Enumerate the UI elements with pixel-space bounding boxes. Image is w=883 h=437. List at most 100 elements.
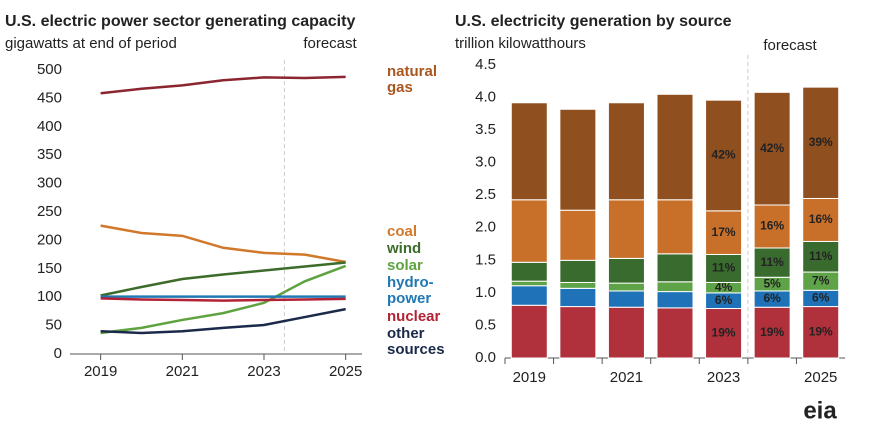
share-label: 19%: [809, 324, 833, 338]
y-tick-label: 500: [37, 61, 62, 78]
y-tick-label: 2.0: [475, 219, 496, 236]
y-tick-label: 3.0: [475, 154, 496, 171]
share-label: 4%: [715, 280, 733, 294]
chart-title: U.S. electricity generation by source: [455, 13, 732, 30]
share-label: 11%: [809, 249, 833, 263]
share-label: 16%: [760, 219, 784, 233]
y-tick-label: 350: [37, 146, 62, 163]
line: [100, 75, 346, 95]
y-tick-label: 4.5: [475, 56, 496, 73]
bar-segment: [802, 240, 840, 273]
bar-segment: [705, 210, 743, 255]
bar-segment: [802, 86, 840, 199]
bar-segment: [656, 281, 694, 293]
y-tick-label: 50: [45, 317, 62, 334]
legend-label: wind: [387, 240, 422, 257]
x-tick-label: 2021: [166, 363, 199, 380]
share-label: 11%: [760, 255, 784, 269]
line: [100, 264, 347, 335]
bar-segment: [705, 99, 743, 212]
bar-segment: [656, 93, 694, 201]
share-label: 42%: [760, 141, 784, 155]
forecast-label: forecast: [763, 37, 817, 54]
bar-segment: [510, 280, 548, 287]
y-tick-label: 1.0: [475, 284, 496, 301]
x-tick-label: 2023: [247, 363, 280, 380]
bar-segment: [607, 306, 645, 359]
bar-segment: [753, 91, 791, 206]
legend-label: other sources: [387, 325, 445, 358]
bar-segment: [607, 199, 645, 259]
x-tick-label: 2019: [84, 363, 117, 380]
bar-segment: [656, 291, 694, 309]
bar-segment: [656, 199, 694, 255]
y-tick-label: 300: [37, 175, 62, 192]
share-label: 39%: [809, 135, 833, 149]
bar-segment: [607, 282, 645, 292]
y-tick-label: 450: [37, 89, 62, 106]
forecast-label: forecast: [303, 35, 357, 52]
bar-segment: [510, 261, 548, 282]
bar-segment: [607, 102, 645, 201]
bar-segment: [559, 108, 597, 211]
share-label: 42%: [712, 148, 736, 162]
legend-label: nuclear: [387, 308, 441, 325]
bar-segment: [705, 308, 743, 359]
share-label: 19%: [760, 325, 784, 339]
y-tick-label: 0.0: [475, 349, 496, 366]
bar-segment: [607, 257, 645, 284]
line: [100, 224, 346, 264]
x-tick-label: 2025: [804, 369, 837, 386]
bar-segment: [656, 307, 694, 359]
share-label: 19%: [712, 325, 736, 339]
bar-segment: [559, 209, 597, 261]
legend-label: hydro-power: [387, 274, 434, 307]
bar-segment: [510, 102, 548, 201]
line: [100, 297, 346, 302]
bar-segment: [753, 306, 791, 359]
y-tick-label: 1.5: [475, 251, 496, 268]
share-label: 6%: [763, 291, 781, 305]
bar-segment: [559, 259, 597, 283]
share-label: 7%: [812, 273, 830, 287]
legend-label: coal: [387, 223, 418, 240]
y-tick-label: 0.5: [475, 316, 496, 333]
share-label: 5%: [763, 276, 781, 290]
x-tick-label: 2021: [610, 369, 643, 386]
bar-segment: [607, 290, 645, 308]
share-label: 6%: [812, 291, 830, 305]
chart-subtitle: gigawatts at end of period: [5, 35, 177, 52]
share-label: 11%: [712, 261, 736, 275]
y-tick-label: 100: [37, 288, 62, 305]
x-tick-label: 2019: [513, 369, 546, 386]
line: [100, 261, 346, 297]
chart-title: U.S. electric power sector generating ca…: [5, 13, 355, 30]
y-tick-label: 2.5: [475, 186, 496, 203]
legend-label: natural gas: [387, 63, 438, 96]
y-tick-label: 4.0: [475, 89, 496, 106]
bar-segment: [753, 204, 791, 249]
share-label: 16%: [809, 212, 833, 226]
logo: eia: [803, 397, 837, 424]
share-label: 6%: [715, 293, 733, 307]
bar-segment: [510, 199, 548, 263]
line: [100, 307, 346, 335]
bar-segment: [559, 306, 597, 359]
chart-subtitle: trillion kilowatthours: [455, 35, 586, 52]
legend-label: solar: [387, 257, 423, 274]
y-tick-label: 3.5: [475, 121, 496, 138]
y-tick-label: 250: [37, 203, 62, 220]
y-tick-label: 150: [37, 260, 62, 277]
bar-segment: [802, 197, 840, 242]
bar-segment: [510, 304, 548, 359]
bar-segment: [510, 285, 548, 306]
x-tick-label: 2025: [329, 363, 362, 380]
share-label: 17%: [712, 225, 736, 239]
bar-segment: [802, 306, 840, 359]
x-tick-label: 2023: [707, 369, 740, 386]
bar-segment: [705, 253, 743, 283]
y-tick-label: 0: [54, 345, 62, 362]
y-tick-label: 200: [37, 231, 62, 248]
